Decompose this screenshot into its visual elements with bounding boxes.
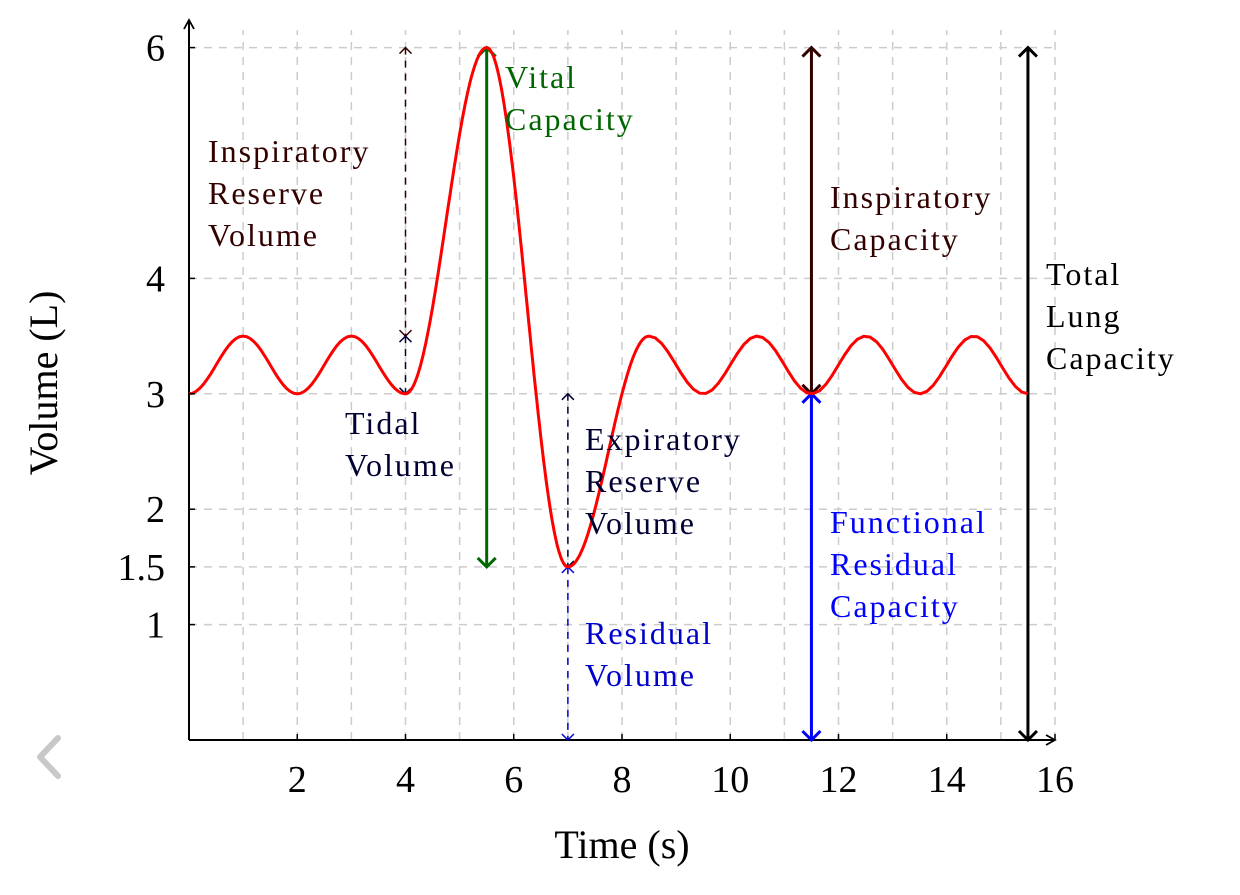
annotation-label-line: Capacity	[830, 588, 960, 624]
annotation-arrows	[398, 45, 1039, 743]
annotation-label-line: Expiratory	[585, 421, 742, 457]
annotation-label-line: Total	[1046, 256, 1121, 292]
x-tick-label-2: 6	[504, 759, 523, 801]
x-tick-label-4: 10	[711, 759, 749, 801]
y-tick-label-3: 3	[146, 374, 165, 416]
annotation-label-line: Capacity	[1046, 340, 1176, 376]
annotation-label-2: Vital Capacity	[505, 59, 635, 137]
x-tick-label-7: 16	[1036, 759, 1074, 801]
annotation-label-line: Residual	[830, 546, 958, 582]
annotation-label-line: Inspiratory	[208, 133, 370, 169]
annotation-arrow-5	[801, 45, 822, 396]
x-tick-label-1: 4	[396, 759, 415, 801]
annotation-label-line: Capacity	[505, 101, 635, 137]
y-tick-label-0: 1	[146, 605, 165, 647]
annotation-arrow-4	[561, 565, 575, 742]
grid	[189, 30, 1056, 740]
annotation-label-line: Inspiratory	[830, 179, 992, 215]
annotation-arrow-7	[1017, 45, 1039, 743]
annotation-label-line: Tidal	[345, 405, 421, 441]
x-axis-title: Time (s)	[554, 822, 689, 867]
series-line	[188, 46, 1029, 569]
annotation-label-0: Inspiratory Reserve Volume	[208, 133, 370, 253]
annotation-label-6: Functional Residual Capacity	[830, 504, 987, 624]
annotation-label-line: Volume	[208, 217, 319, 253]
annotation-label-7: Total Lung Capacity	[1046, 256, 1176, 376]
annotation-label-line: Capacity	[830, 221, 960, 257]
annotation-label-line: Vital	[505, 59, 577, 95]
annotation-label-4: Residual Volume	[585, 615, 713, 693]
annotation-arrow-2	[476, 45, 497, 570]
annotation-label-line: Reserve	[208, 175, 325, 211]
annotation-label-line: Lung	[1046, 298, 1122, 334]
x-tick-label-3: 8	[613, 759, 632, 801]
x-tick-label-6: 14	[928, 759, 966, 801]
annotation-label-line: Functional	[830, 504, 987, 540]
tick-labels: 2 4 6 8 10 12 14 16 1 1.5 2 3 4 6	[118, 28, 1075, 801]
annotation-label-1: Tidal Volume	[345, 405, 456, 483]
x-tick-label-0: 2	[288, 759, 307, 801]
y-tick-label-5: 6	[146, 28, 165, 70]
annotation-label-line: Reserve	[585, 463, 702, 499]
annotation-label-3: Expiratory Reserve Volume	[585, 421, 742, 541]
x-tick-label-5: 12	[820, 759, 858, 801]
annotation-labels: Inspiratory Reserve Volume Tidal Volume Vital…	[208, 59, 1176, 693]
y-axis-title: Volume (L)	[21, 291, 66, 476]
annotation-label-line: Residual	[585, 615, 713, 651]
annotation-arrow-0	[398, 46, 413, 338]
annotation-label-line: Volume	[345, 447, 456, 483]
chevron-left-icon[interactable]	[30, 732, 70, 782]
y-tick-label-2: 2	[146, 489, 165, 531]
annotation-label-5: Inspiratory Capacity	[830, 179, 992, 257]
annotation-label-line: Volume	[585, 505, 696, 541]
y-tick-label-1: 1.5	[118, 547, 166, 589]
y-tick-label-4: 4	[146, 258, 165, 300]
annotation-label-line: Volume	[585, 657, 696, 693]
